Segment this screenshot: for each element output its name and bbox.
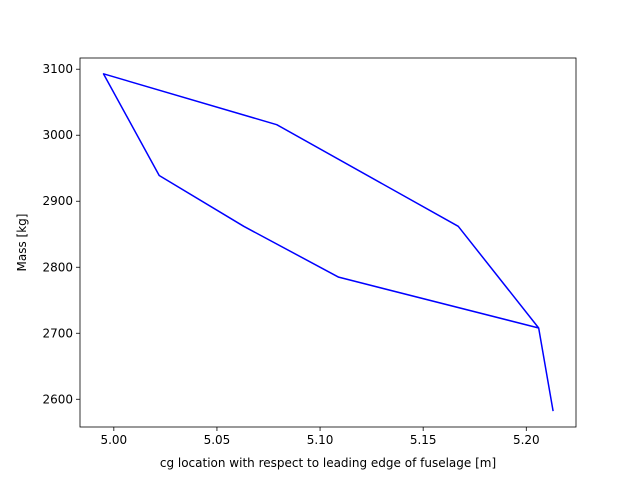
y-tick-label: 2900 (42, 194, 73, 208)
y-axis-label: Mass [kg] (15, 214, 29, 272)
x-tick-label: 5.10 (307, 433, 334, 447)
plot-area (102, 73, 554, 412)
y-axis-ticks: 2600 2700 2800 2900 3000 3100 (42, 62, 80, 406)
x-tick-label: 5.15 (410, 433, 437, 447)
x-axis-label: cg location with respect to leading edge… (160, 456, 496, 470)
x-tick-label: 5.05 (204, 433, 231, 447)
y-tick-label: 3000 (42, 128, 73, 142)
x-tick-label: 5.00 (100, 433, 127, 447)
series-line-1 (102, 73, 554, 412)
x-tick-label: 5.20 (513, 433, 540, 447)
x-axis-ticks: 5.00 5.05 5.10 5.15 5.20 (100, 427, 540, 447)
axes-frame (79, 57, 577, 428)
y-tick-label: 2700 (42, 326, 73, 340)
y-tick-label: 3100 (42, 62, 73, 76)
y-tick-label: 2600 (42, 392, 73, 406)
y-tick-label: 2800 (42, 260, 73, 274)
